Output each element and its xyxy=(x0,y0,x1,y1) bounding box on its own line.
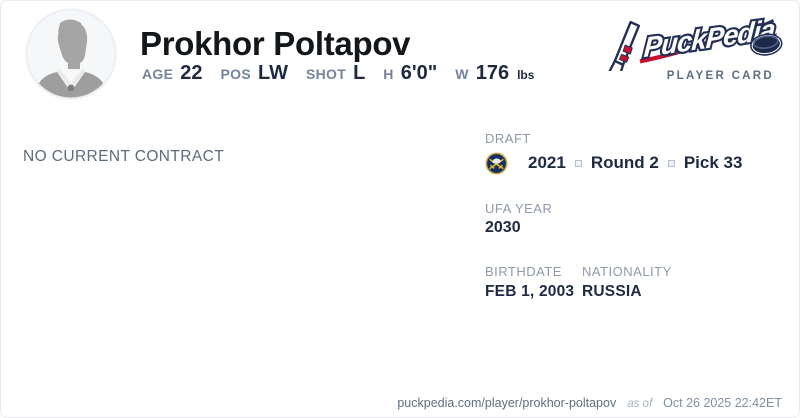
stat-height-value: 6'0" xyxy=(400,62,438,84)
details-panel: DRAFT 2021 Round 2 Pick 33 UFA YEAR 2030 xyxy=(485,131,785,301)
player-silhouette-icon xyxy=(25,8,117,100)
nationality-value: RUSSIA xyxy=(582,283,642,300)
stat-shot: SHOT L xyxy=(306,62,365,85)
stat-age: AGE 22 xyxy=(142,62,203,85)
birthdate-label: BIRTHDATE xyxy=(485,264,562,279)
stat-shot-label: SHOT xyxy=(305,66,347,82)
birthdate-value: FEB 1, 2003 xyxy=(485,283,575,300)
draft-pick: Pick 33 xyxy=(683,153,743,172)
ufa-year-value: 2030 xyxy=(485,219,521,236)
footer: puckpedia.com/player/prokhor-poltapov as… xyxy=(397,396,782,410)
stat-age-label: AGE xyxy=(142,66,174,82)
puckpedia-logo: PuckPedia xyxy=(605,9,787,78)
nationality-label: NATIONALITY xyxy=(582,264,672,279)
nationality-block: NATIONALITY RUSSIA xyxy=(582,264,679,301)
stat-weight-unit: lbs xyxy=(517,68,535,82)
avatar xyxy=(25,8,117,100)
player-card-label: PLAYER CARD xyxy=(666,70,774,82)
ufa-year-label: UFA YEAR xyxy=(485,201,553,216)
draft-row: 2021 Round 2 Pick 33 xyxy=(485,151,785,175)
stat-weight-label: W xyxy=(455,66,469,82)
draft-round: Round 2 xyxy=(590,153,659,172)
birth-nationality-row: BIRTHDATE FEB 1, 2003 NATIONALITY RUSSIA xyxy=(485,264,785,301)
player-stats: AGE 22 POS LW SHOT L H 6'0" W 176 lbs xyxy=(142,62,534,85)
draft-year: 2021 xyxy=(528,153,566,172)
contract-status: NO CURRENT CONTRACT xyxy=(23,148,225,165)
as-of-label: as of xyxy=(627,398,653,410)
stat-weight-value: 176 xyxy=(475,62,510,84)
stat-position-value: LW xyxy=(257,62,288,84)
birthdate-block: BIRTHDATE FEB 1, 2003 xyxy=(485,264,582,301)
player-name: Prokhor Poltapov xyxy=(140,25,411,62)
square-separator-icon xyxy=(667,159,675,167)
stat-height: H 6'0" xyxy=(383,62,437,85)
stat-position: POS LW xyxy=(221,62,288,85)
stat-position-label: POS xyxy=(220,66,251,82)
snapshot-timestamp: Oct 26 2025 22:42ET xyxy=(663,396,782,410)
square-separator-icon xyxy=(574,159,582,167)
player-page-url: puckpedia.com/player/prokhor-poltapov xyxy=(397,396,617,410)
draft-label: DRAFT xyxy=(485,131,531,146)
stat-height-label: H xyxy=(383,66,394,82)
puckpedia-logo-icon: PuckPedia xyxy=(608,11,783,78)
stat-age-value: 22 xyxy=(180,62,203,84)
stat-shot-value: L xyxy=(353,62,366,84)
stat-weight: W 176 lbs xyxy=(455,62,534,85)
buffalo-sabres-logo-icon xyxy=(485,152,508,174)
